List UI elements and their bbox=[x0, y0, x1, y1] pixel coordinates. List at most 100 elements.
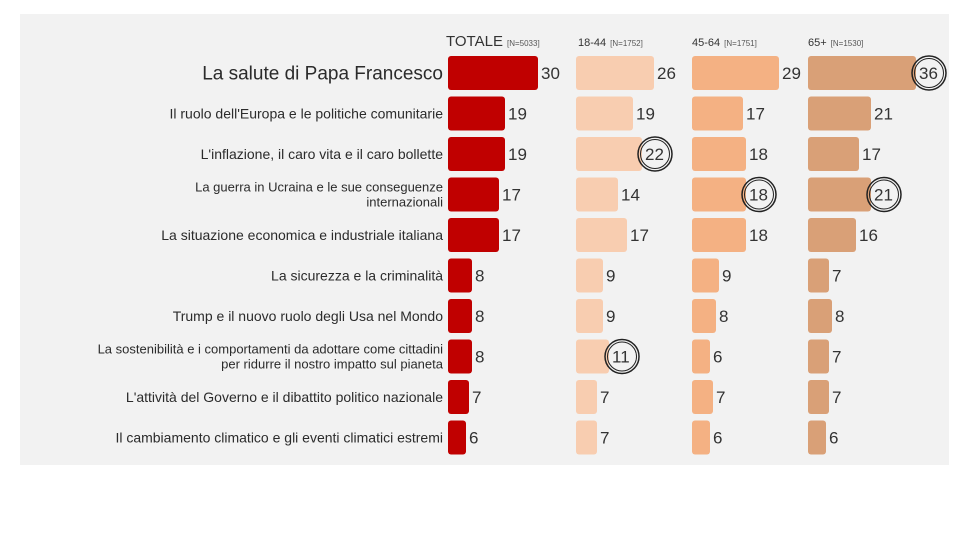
category-label: L'attività del Governo e il dibattito po… bbox=[126, 389, 443, 405]
bar-0-6 bbox=[448, 299, 472, 333]
category-label-line: La guerra in Ucraina e le sue conseguenz… bbox=[195, 180, 443, 195]
data-label: 21 bbox=[874, 186, 893, 205]
column-header-1: 18-44 [N=1752] bbox=[578, 37, 643, 49]
bar-0-8 bbox=[448, 380, 469, 414]
column-header-name: 65+ bbox=[808, 37, 827, 49]
data-label: 19 bbox=[508, 105, 527, 124]
category-label: La situazione economica e industriale it… bbox=[161, 227, 443, 243]
data-label: 7 bbox=[472, 388, 481, 407]
category-label-line: per ridurre il nostro impatto sul pianet… bbox=[221, 357, 444, 372]
data-label: 17 bbox=[746, 105, 765, 124]
highlight-circle-outer bbox=[911, 55, 947, 91]
bar-1-9 bbox=[576, 420, 597, 455]
category-label-line: Il cambiamento climatico e gli eventi cl… bbox=[115, 429, 443, 445]
category-label: La salute di Papa Francesco bbox=[202, 64, 443, 85]
bar-3-4 bbox=[808, 218, 856, 252]
column-header-2: 45-64 [N=1751] bbox=[692, 37, 757, 49]
data-label: 8 bbox=[475, 307, 484, 326]
column-header-name: TOTALE bbox=[446, 33, 503, 50]
data-label: 22 bbox=[645, 145, 664, 164]
highlight-circle-inner bbox=[869, 179, 899, 210]
bar-2-9 bbox=[692, 420, 710, 455]
data-label: 17 bbox=[502, 226, 521, 245]
bar-3-8 bbox=[808, 380, 829, 414]
highlight-circle-inner bbox=[914, 58, 944, 88]
data-label: 7 bbox=[600, 429, 609, 448]
bar-3-2 bbox=[808, 137, 859, 171]
bar-0-1 bbox=[448, 96, 505, 131]
data-label: 19 bbox=[636, 105, 655, 124]
column-header-0: TOTALE [N=5033] bbox=[446, 33, 540, 50]
data-label: 6 bbox=[713, 348, 722, 367]
data-label: 36 bbox=[919, 64, 938, 83]
highlight-circle-outer bbox=[637, 136, 673, 172]
column-header-n: [N=1751] bbox=[724, 39, 757, 48]
data-label: 29 bbox=[782, 64, 801, 83]
category-label: La sicurezza e la criminalità bbox=[271, 267, 443, 283]
bar-0-0 bbox=[448, 56, 538, 90]
bar-3-5 bbox=[808, 258, 829, 293]
category-label-line: Il ruolo dell'Europa e le politiche comu… bbox=[170, 105, 444, 121]
data-label: 9 bbox=[606, 267, 615, 286]
bar-1-3 bbox=[576, 177, 618, 212]
bar-2-4 bbox=[692, 218, 746, 252]
category-label: Il ruolo dell'Europa e le politiche comu… bbox=[170, 105, 444, 121]
data-label: 8 bbox=[719, 307, 728, 326]
data-label: 16 bbox=[859, 226, 878, 245]
bar-1-6 bbox=[576, 299, 603, 333]
bar-1-1 bbox=[576, 96, 633, 131]
category-label: Il cambiamento climatico e gli eventi cl… bbox=[115, 429, 443, 445]
category-label-line: Trump e il nuovo ruolo degli Usa nel Mon… bbox=[173, 308, 444, 324]
data-label: 9 bbox=[722, 267, 731, 286]
data-label: 18 bbox=[749, 226, 768, 245]
column-header-name: 45-64 bbox=[692, 37, 720, 49]
bar-1-2 bbox=[576, 137, 642, 171]
category-label-line: La salute di Papa Francesco bbox=[202, 64, 443, 85]
bar-3-6 bbox=[808, 299, 832, 333]
bar-1-4 bbox=[576, 218, 627, 252]
bar-0-2 bbox=[448, 137, 505, 171]
category-label: L'inflazione, il caro vita e il caro bol… bbox=[201, 146, 444, 162]
bar-3-3 bbox=[808, 177, 871, 212]
bar-2-8 bbox=[692, 380, 713, 414]
data-label: 17 bbox=[502, 186, 521, 205]
bar-2-6 bbox=[692, 299, 716, 333]
data-label: 6 bbox=[713, 429, 722, 448]
data-label: 9 bbox=[606, 307, 615, 326]
highlight-circle-outer bbox=[866, 176, 902, 213]
column-header-n: [N=1752] bbox=[610, 39, 643, 48]
highlight-circle-inner bbox=[607, 341, 637, 372]
category-label-line: internazionali bbox=[366, 195, 443, 210]
data-label: 18 bbox=[749, 145, 768, 164]
bar-3-7 bbox=[808, 339, 829, 374]
data-label: 26 bbox=[657, 64, 676, 83]
bar-2-5 bbox=[692, 258, 719, 293]
bar-3-1 bbox=[808, 96, 871, 131]
data-label: 14 bbox=[621, 186, 640, 205]
data-label: 7 bbox=[600, 388, 609, 407]
data-label: 8 bbox=[835, 307, 844, 326]
data-label: 8 bbox=[475, 267, 484, 286]
bar-2-1 bbox=[692, 96, 743, 131]
data-label: 17 bbox=[862, 145, 881, 164]
bar-2-3 bbox=[692, 177, 746, 212]
column-header-n: [N=5033] bbox=[507, 39, 540, 48]
data-label: 11 bbox=[612, 348, 630, 367]
data-label: 30 bbox=[541, 64, 560, 83]
highlight-circle-inner bbox=[640, 139, 670, 169]
bar-1-5 bbox=[576, 258, 603, 293]
data-label: 7 bbox=[832, 267, 841, 286]
data-label: 17 bbox=[630, 226, 649, 245]
data-label: 7 bbox=[832, 348, 841, 367]
bar-1-0 bbox=[576, 56, 654, 90]
data-label: 8 bbox=[475, 348, 484, 367]
data-label: 19 bbox=[508, 145, 527, 164]
highlight-circle-outer bbox=[604, 338, 640, 375]
category-label: La sostenibilità e i comportamenti da ad… bbox=[98, 342, 444, 372]
category-label: La guerra in Ucraina e le sue conseguenz… bbox=[195, 180, 443, 210]
data-label: 18 bbox=[749, 186, 768, 205]
column-header-n: [N=1530] bbox=[831, 39, 864, 48]
bar-2-2 bbox=[692, 137, 746, 171]
bar-1-8 bbox=[576, 380, 597, 414]
